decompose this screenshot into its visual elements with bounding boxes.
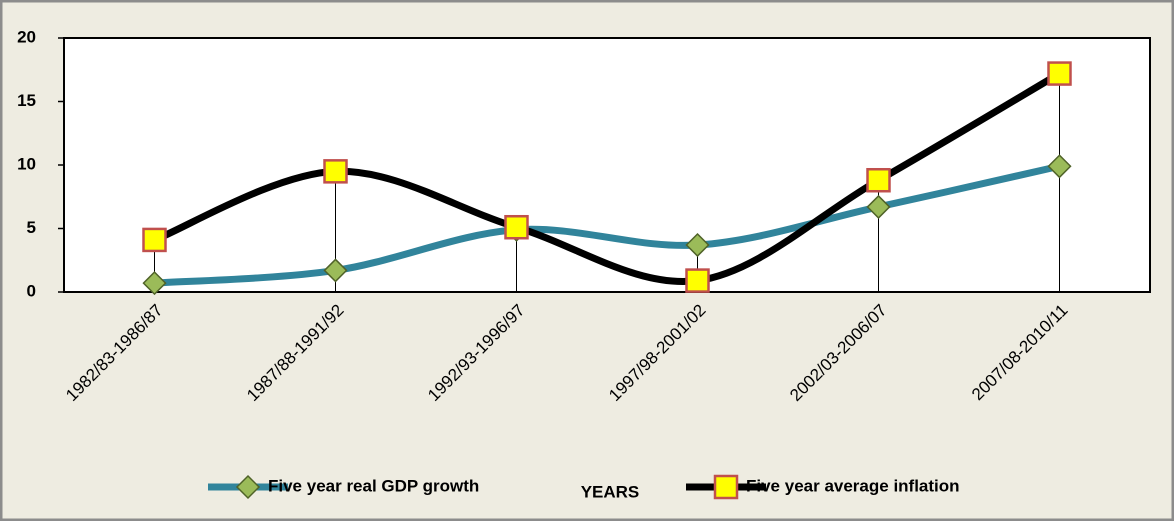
y-tick-label: 10 bbox=[17, 154, 36, 173]
legend-label: Five year real GDP growth bbox=[268, 476, 479, 495]
marker bbox=[323, 159, 348, 184]
y-tick-label: 20 bbox=[17, 27, 36, 46]
marker bbox=[142, 227, 167, 253]
marker bbox=[142, 271, 167, 296]
marker bbox=[323, 258, 348, 283]
y-tick-label: 5 bbox=[27, 218, 36, 237]
legend-label: Five year average inflation bbox=[746, 476, 960, 495]
marker bbox=[235, 474, 261, 500]
marker bbox=[504, 214, 529, 240]
y-tick-label: 15 bbox=[17, 91, 36, 110]
plot-area bbox=[63, 37, 1151, 293]
y-tick-label: 0 bbox=[27, 281, 36, 300]
series-line bbox=[153, 70, 1062, 285]
x-axis-label: YEARS bbox=[581, 482, 640, 501]
marker bbox=[1047, 61, 1072, 86]
marker bbox=[866, 167, 891, 193]
marker bbox=[1047, 154, 1072, 179]
marker bbox=[685, 232, 710, 258]
series-line bbox=[154, 162, 1061, 287]
marker bbox=[866, 194, 891, 219]
marker bbox=[685, 268, 710, 293]
marker bbox=[713, 474, 739, 500]
